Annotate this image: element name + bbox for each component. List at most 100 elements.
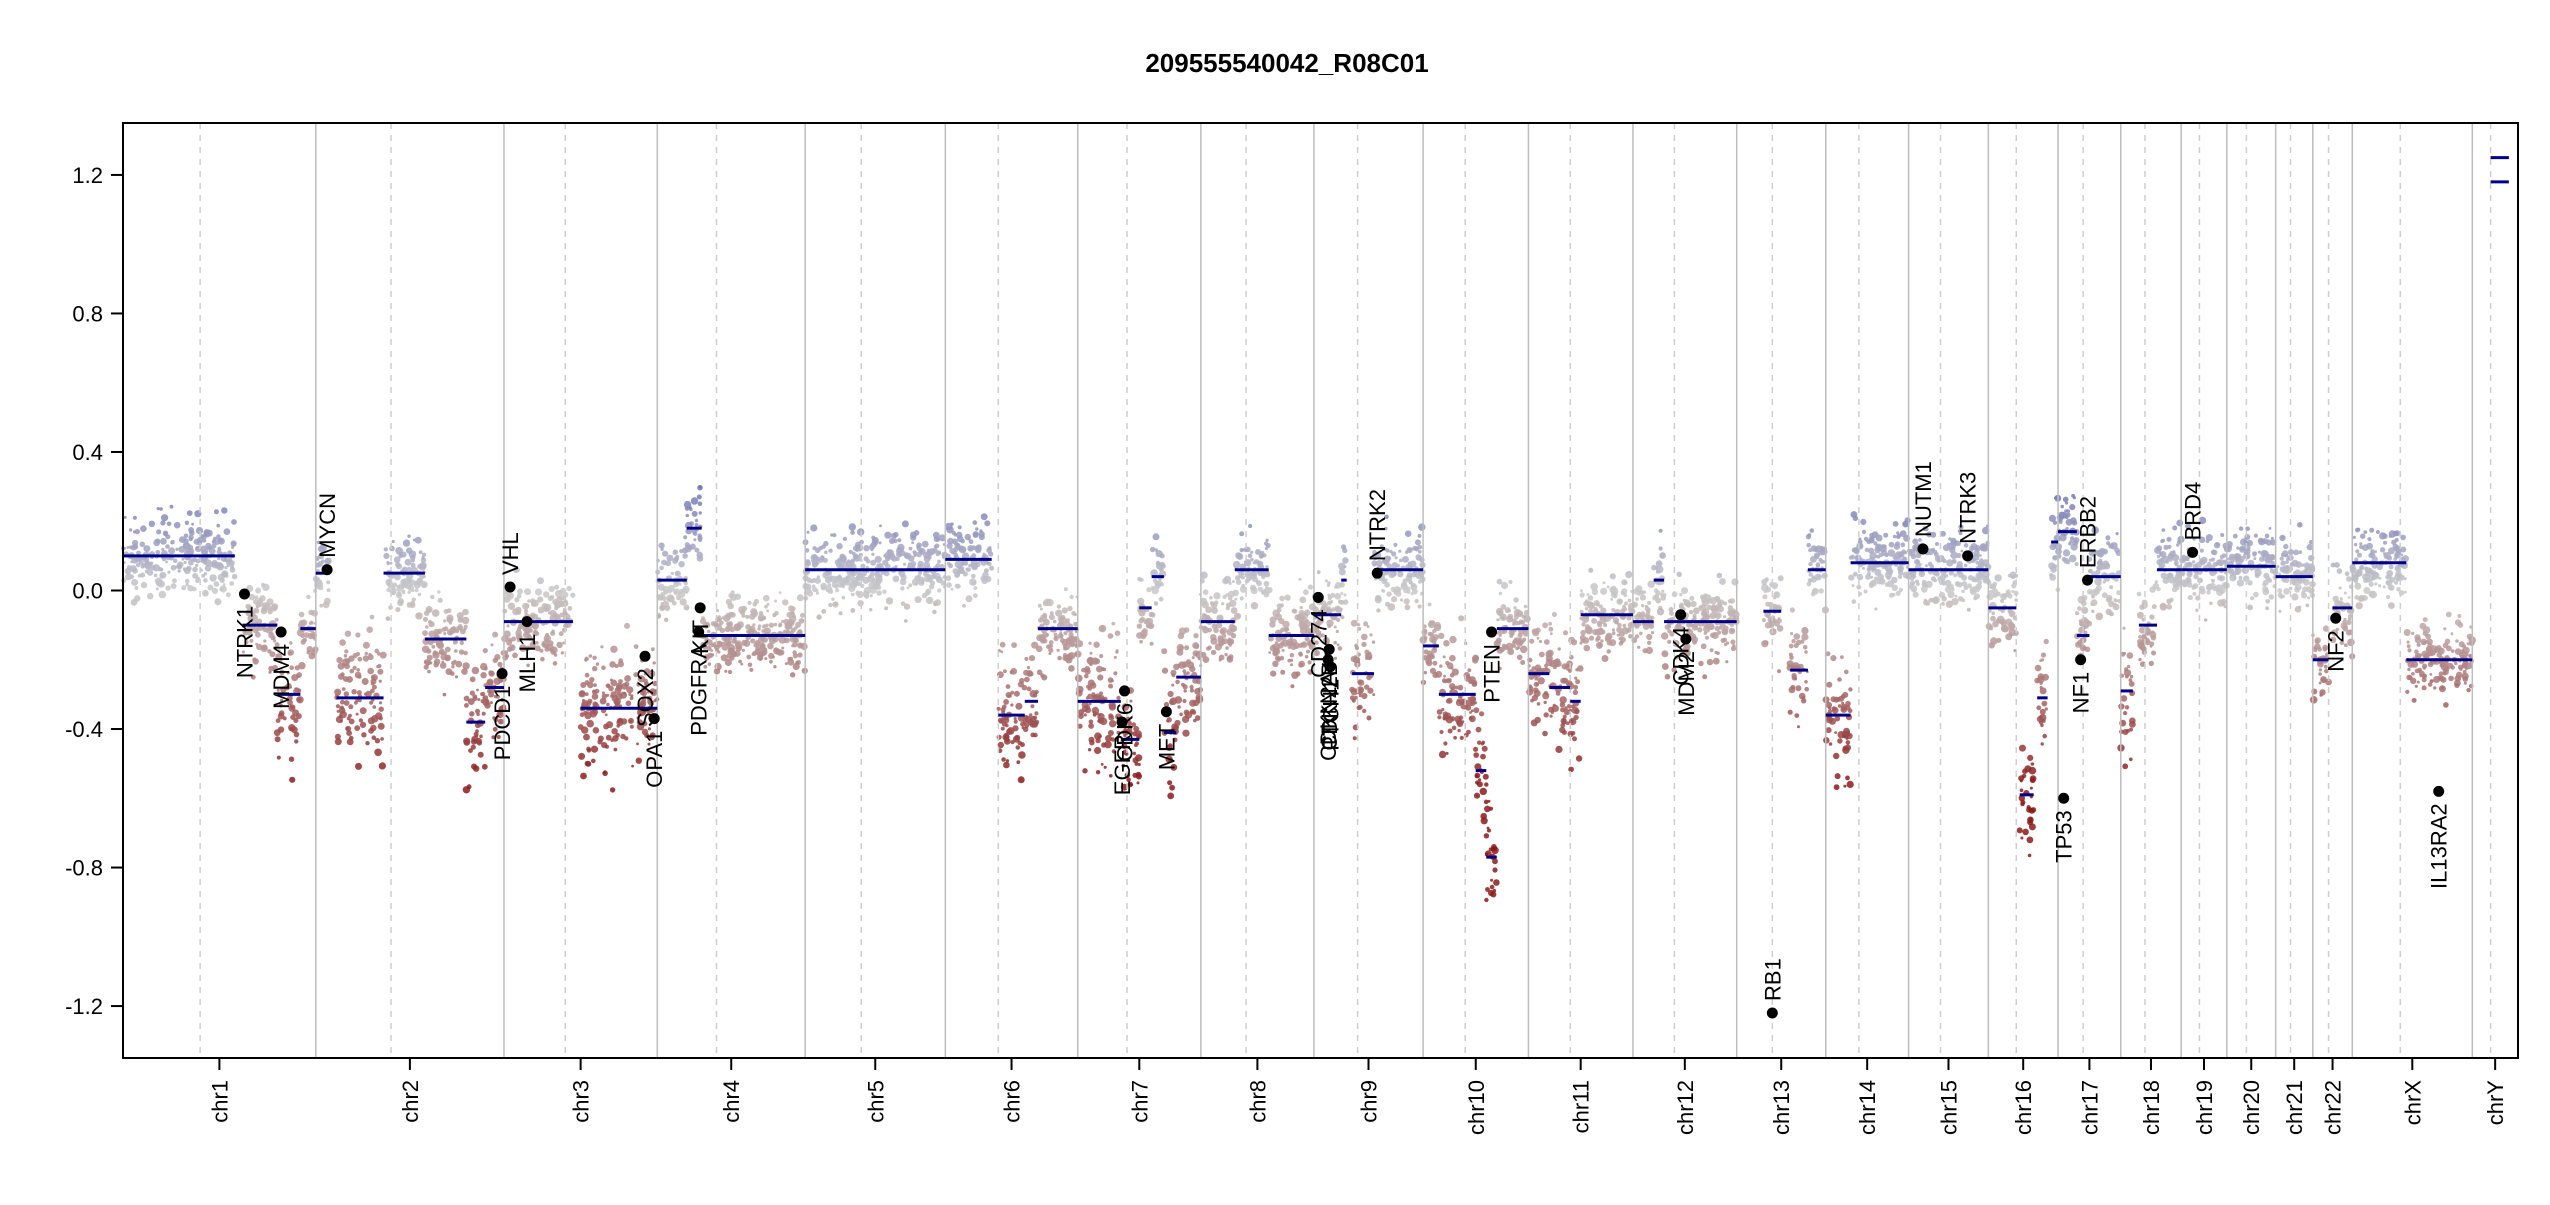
probe-point [2402,555,2409,563]
probe-point [1611,631,1616,636]
probe-point [2066,509,2070,513]
probe-point [497,711,502,715]
probe-point [219,587,224,591]
probe-point [1111,749,1116,754]
probe-point [1161,667,1169,674]
probe-point [950,522,954,526]
probe-point [391,585,396,591]
probe-point [279,659,283,663]
probe-point [2281,566,2289,574]
probe-point [186,565,192,572]
probe-point [369,614,375,620]
probe-point [348,735,354,741]
probe-point [1701,599,1706,605]
probe-point [2258,538,2266,546]
probe-point [2388,564,2394,570]
probe-point [533,629,537,633]
probe-point [1350,688,1358,696]
probe-point [2306,543,2313,551]
probe-point [528,628,533,633]
probe-point [1102,667,1107,672]
probe-point [1313,650,1320,657]
probe-point [2210,557,2216,562]
probe-point [1693,607,1700,615]
probe-point [1172,737,1178,743]
probe-point [1287,646,1291,649]
probe-point [450,671,455,676]
probe-point [1519,645,1528,654]
probe-point [143,545,151,553]
probe-point [1194,688,1201,695]
probe-point [926,548,931,553]
probe-point [1700,643,1707,650]
probe-point [1154,601,1159,606]
probe-point [1591,588,1599,596]
probe-point [1100,763,1104,766]
probe-point [698,511,702,515]
probe-point [976,544,982,550]
probe-point [636,716,640,720]
probe-point [1232,589,1239,597]
probe-point [679,598,687,606]
probe-point [2113,602,2117,606]
probe-point [589,677,595,683]
probe-point [1514,615,1519,620]
probe-point [820,582,828,590]
probe-point [1730,639,1736,645]
probe-point [1338,568,1346,576]
probe-point [1240,548,1244,552]
probe-point [683,535,688,540]
probe-point [611,695,619,702]
probe-point [200,534,204,538]
probe-point [1093,641,1100,648]
probe-point [183,560,187,565]
probe-point [1088,702,1092,706]
probe-point [2278,572,2282,576]
probe-point [1731,578,1739,586]
probe-point [1538,639,1542,644]
probe-point [757,636,766,644]
probe-point [2034,664,2042,672]
probe-point [672,549,678,555]
probe-point [2042,733,2047,739]
probe-point [746,654,752,660]
probe-point [488,691,495,698]
probe-point [1305,625,1309,629]
probe-point [134,586,139,590]
probe-point [1861,529,1866,535]
probe-point [442,692,447,697]
probe-point [2091,609,2095,613]
probe-point [1723,625,1729,631]
probe-point [766,609,770,613]
chart-title: 209555540042_R08C01 [1145,48,1428,78]
probe-point [1096,665,1103,673]
probe-point [1909,580,1916,586]
probe-point [366,626,374,633]
probe-point [161,514,169,522]
probe-point [378,701,383,705]
probe-point [1287,658,1292,663]
probe-point [1490,878,1494,882]
probe-point [1340,544,1347,550]
probe-point [1445,751,1449,755]
probe-point [682,585,690,594]
probe-point [411,597,416,602]
probe-point [2165,559,2169,564]
probe-point [308,622,312,625]
probe-point [439,662,447,669]
probe-point [338,673,345,680]
probe-point [580,682,587,688]
probe-point [463,624,468,629]
probe-point [1418,550,1422,554]
probe-point [937,559,941,564]
probe-point [1181,682,1185,687]
probe-point [2257,550,2262,554]
probe-point [583,733,590,741]
probe-point [2014,598,2018,602]
probe-point [459,640,464,645]
probe-point [2095,612,2104,621]
probe-point [1307,584,1313,590]
probe-point [231,573,238,580]
probe-point [878,541,882,545]
probe-point [591,693,599,700]
